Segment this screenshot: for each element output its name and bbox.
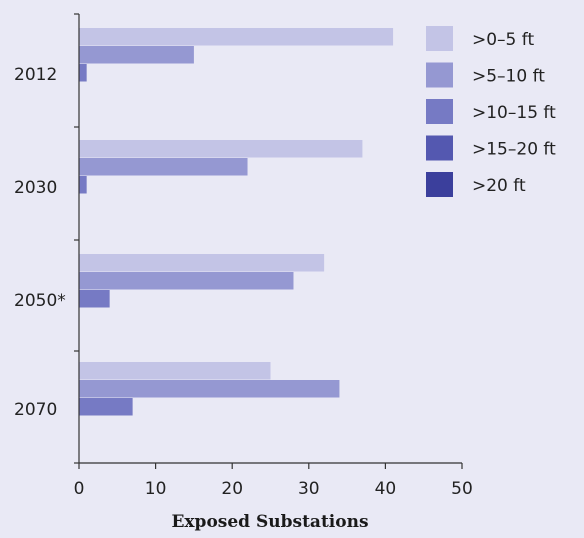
bar-2030-series-2 <box>79 158 248 176</box>
x-tick-label-40: 40 <box>375 479 397 499</box>
legend-label-2: >5–10 ft <box>472 67 545 87</box>
x-tick-label-50: 50 <box>451 479 473 499</box>
category-label-2050: 2050* <box>14 291 66 311</box>
legend-swatch-5 <box>426 172 453 197</box>
bar-2070-series-2 <box>79 380 340 398</box>
bar-2012-series-2 <box>79 46 194 64</box>
x-tick-label-10: 10 <box>145 479 167 499</box>
legend: >0–5 ft >5–10 ft >10–15 ft >15–20 ft >20 ft <box>426 26 556 197</box>
bar-2070-series-3 <box>79 398 133 416</box>
bars-group <box>79 28 394 416</box>
bar-2030-series-3 <box>79 176 87 194</box>
legend-label-3: >10–15 ft <box>472 103 556 123</box>
bar-2012-series-3 <box>79 64 87 82</box>
legend-swatch-4 <box>426 135 453 161</box>
category-label-2012: 2012 <box>14 65 57 85</box>
legend-swatch-2 <box>426 62 453 88</box>
legend-swatch-1 <box>426 26 453 51</box>
category-label-2070: 2070 <box>14 400 57 420</box>
bar-2050-series-2 <box>79 272 294 290</box>
bar-2012-series-1 <box>79 28 394 46</box>
legend-label-4: >15–20 ft <box>472 140 556 160</box>
bar-2070-series-1 <box>79 362 271 380</box>
bar-2050-series-3 <box>79 290 110 308</box>
legend-swatch-3 <box>426 99 453 124</box>
bar-2050-series-1 <box>79 254 325 272</box>
category-label-2030: 2030 <box>14 178 57 198</box>
legend-label-1: >0–5 ft <box>472 30 534 50</box>
x-tick-label-20: 20 <box>221 479 243 499</box>
x-axis-label: Exposed Substations <box>171 512 368 532</box>
bar-2030-series-1 <box>79 140 363 158</box>
x-tick-label-30: 30 <box>298 479 320 499</box>
x-tick-label-0: 0 <box>74 479 85 499</box>
legend-label-5: >20 ft <box>472 176 526 196</box>
